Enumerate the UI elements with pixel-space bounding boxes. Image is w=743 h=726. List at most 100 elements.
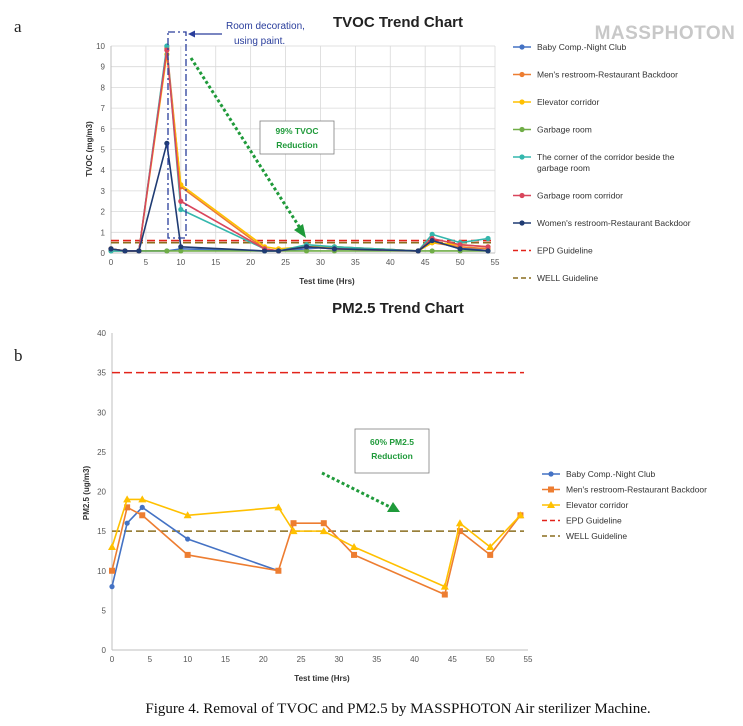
tvoc-reduction-line2: Reduction xyxy=(276,140,318,150)
data-point xyxy=(275,567,282,574)
pm25-guidelines xyxy=(112,371,524,532)
data-point xyxy=(440,582,449,590)
data-point xyxy=(138,495,147,503)
legend-label: Baby Comp.-Night Club xyxy=(566,469,656,479)
legend-label: Men's restroom-Restaurant Backdoor xyxy=(537,70,678,80)
y-tick-label: 30 xyxy=(97,408,106,417)
data-point xyxy=(485,235,491,242)
y-tick-label: 1 xyxy=(101,228,106,237)
legend-marker xyxy=(519,126,525,133)
figure-caption: Figure 4. Removal of TVOC and PM2.5 by M… xyxy=(145,701,650,717)
legend-marker xyxy=(519,99,525,105)
x-tick-label: 30 xyxy=(316,258,325,267)
y-tick-label: 9 xyxy=(101,63,106,72)
series-line xyxy=(111,506,279,587)
decoration-note-line1: Room decoration, xyxy=(226,21,305,32)
tvoc-chart-title: TVOC Trend Chart xyxy=(333,14,463,31)
brand-watermark: MASSPHOTON xyxy=(595,23,736,44)
data-point xyxy=(178,244,184,250)
pm25-chart-title: PM2.5 Trend Chart xyxy=(332,300,464,317)
x-tick-label: 0 xyxy=(110,655,115,664)
x-tick-label: 15 xyxy=(211,258,220,267)
data-point xyxy=(108,246,114,252)
y-tick-label: 5 xyxy=(102,606,107,615)
legend-item: WELL Guideline xyxy=(542,531,627,541)
legend-item: Baby Comp.-Night Club xyxy=(513,42,627,52)
data-point xyxy=(303,248,310,254)
data-point xyxy=(139,504,145,510)
x-tick-label: 20 xyxy=(246,258,255,267)
data-point xyxy=(303,244,310,250)
series-line xyxy=(111,498,522,588)
data-point xyxy=(109,567,115,574)
decoration-highlight-box xyxy=(167,31,187,239)
pm25-reduction-arrow xyxy=(321,471,391,509)
y-tick-label: 6 xyxy=(101,125,106,134)
y-tick-label: 20 xyxy=(97,488,106,497)
legend-label: Garbage room corridor xyxy=(537,191,623,201)
series-line xyxy=(111,506,522,596)
legend-label: Elevator corridor xyxy=(566,500,629,510)
data-point xyxy=(351,551,358,558)
pm25-reduction-line1: 60% PM2.5 xyxy=(370,437,414,447)
pm25-y-tick-labels: 0 5 10 15 20 25 30 35 40 xyxy=(97,329,106,655)
data-point xyxy=(455,519,464,527)
data-point xyxy=(456,528,463,535)
tvoc-reduction-arrowhead xyxy=(294,224,306,238)
y-tick-label: 25 xyxy=(97,448,106,457)
legend-label: EPD Guideline xyxy=(566,516,622,526)
x-tick-label: 50 xyxy=(486,655,495,664)
data-point xyxy=(486,542,495,550)
legend-label: Women's restroom-Restaurant Backdoor xyxy=(537,218,691,228)
y-tick-label: 10 xyxy=(97,567,106,576)
x-tick-label: 5 xyxy=(148,655,153,664)
legend-item: EPD Guideline xyxy=(542,516,622,526)
data-point xyxy=(164,47,170,53)
tvoc-reduction-line1: 99% TVOC xyxy=(276,126,319,136)
data-point xyxy=(320,520,327,527)
x-tick-label: 30 xyxy=(334,655,343,664)
pm25-reduction-line2: Reduction xyxy=(371,451,413,461)
legend-item: Women's restroom-Restaurant Backdoor xyxy=(513,218,691,228)
data-point xyxy=(429,237,435,244)
x-tick-label: 5 xyxy=(144,258,149,267)
y-tick-label: 7 xyxy=(101,104,106,113)
pm25-x-axis-label: Test time (Hrs) xyxy=(294,674,350,683)
legend-item: Men's restroom-Restaurant Backdoor xyxy=(542,485,707,495)
data-point xyxy=(124,520,130,526)
x-tick-label: 50 xyxy=(456,258,465,267)
tvoc-chart: a TVOC Trend Chart MASSPHOTON 0 5 10 15 20 25… xyxy=(14,14,735,286)
data-point xyxy=(178,206,184,213)
tvoc-x-tick-labels: 0 5 10 15 20 25 30 35 40 45 50 55 xyxy=(109,258,500,267)
tvoc-y-tick-labels: 0 1 2 3 4 5 6 7 8 9 10 xyxy=(96,42,105,258)
data-point xyxy=(184,551,191,558)
legend-item: WELL Guideline xyxy=(513,273,598,283)
legend-label: Garbage room xyxy=(537,125,592,135)
legend-label: EPD Guideline xyxy=(537,246,593,256)
legend-marker xyxy=(548,486,554,493)
pm25-chart: b PM2.5 Trend Chart 0 5 10 15 20 25 30 35 40 45 50… xyxy=(14,300,707,683)
x-tick-label: 55 xyxy=(524,655,533,664)
data-point xyxy=(441,591,448,598)
data-point xyxy=(139,512,146,519)
data-point xyxy=(109,584,115,590)
y-tick-label: 4 xyxy=(101,166,106,175)
tvoc-x-axis-label: Test time (Hrs) xyxy=(299,277,355,286)
legend-marker xyxy=(519,154,525,160)
x-tick-label: 0 xyxy=(109,258,114,267)
legend-marker xyxy=(519,220,525,226)
y-tick-label: 0 xyxy=(101,249,106,258)
y-tick-label: 3 xyxy=(101,187,106,196)
tvoc-series xyxy=(108,43,491,254)
panel-label-a: a xyxy=(14,17,22,36)
x-tick-label: 35 xyxy=(351,258,360,267)
tvoc-legend: Baby Comp.-Night Club Men's restroom-Rest… xyxy=(513,42,691,283)
tvoc-y-axis-label: TVOC (mg/m3) xyxy=(85,121,94,177)
data-point xyxy=(429,248,435,254)
data-point xyxy=(178,248,184,254)
legend-item: Elevator corridor xyxy=(542,500,629,510)
data-point xyxy=(487,551,494,558)
x-tick-label: 55 xyxy=(491,258,500,267)
data-point xyxy=(164,248,170,254)
